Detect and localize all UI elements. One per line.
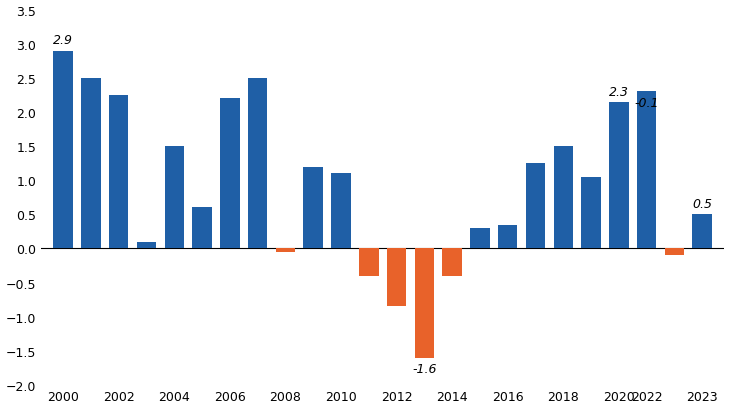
Text: 0.5: 0.5 [692, 198, 712, 211]
Bar [526, 164, 545, 249]
Bar [415, 249, 434, 358]
Bar [581, 178, 601, 249]
Bar [498, 225, 518, 249]
Bar [248, 79, 267, 249]
Bar [442, 249, 462, 276]
Bar [470, 228, 490, 249]
Bar [220, 99, 239, 249]
Bar [304, 167, 323, 249]
Text: 2.9: 2.9 [53, 34, 73, 47]
Bar [81, 79, 101, 249]
Bar [192, 208, 212, 249]
Bar [164, 147, 184, 249]
Bar [693, 215, 712, 249]
Text: -1.6: -1.6 [412, 362, 437, 375]
Bar [137, 242, 156, 249]
Text: -0.1: -0.1 [634, 96, 659, 109]
Bar [331, 174, 350, 249]
Bar [109, 96, 128, 249]
Bar [665, 249, 684, 256]
Bar [609, 102, 629, 249]
Text: 2.3: 2.3 [609, 85, 629, 98]
Bar [53, 52, 73, 249]
Bar [276, 249, 295, 252]
Bar [387, 249, 407, 307]
Bar [553, 147, 573, 249]
Bar [637, 92, 656, 249]
Bar [359, 249, 379, 276]
